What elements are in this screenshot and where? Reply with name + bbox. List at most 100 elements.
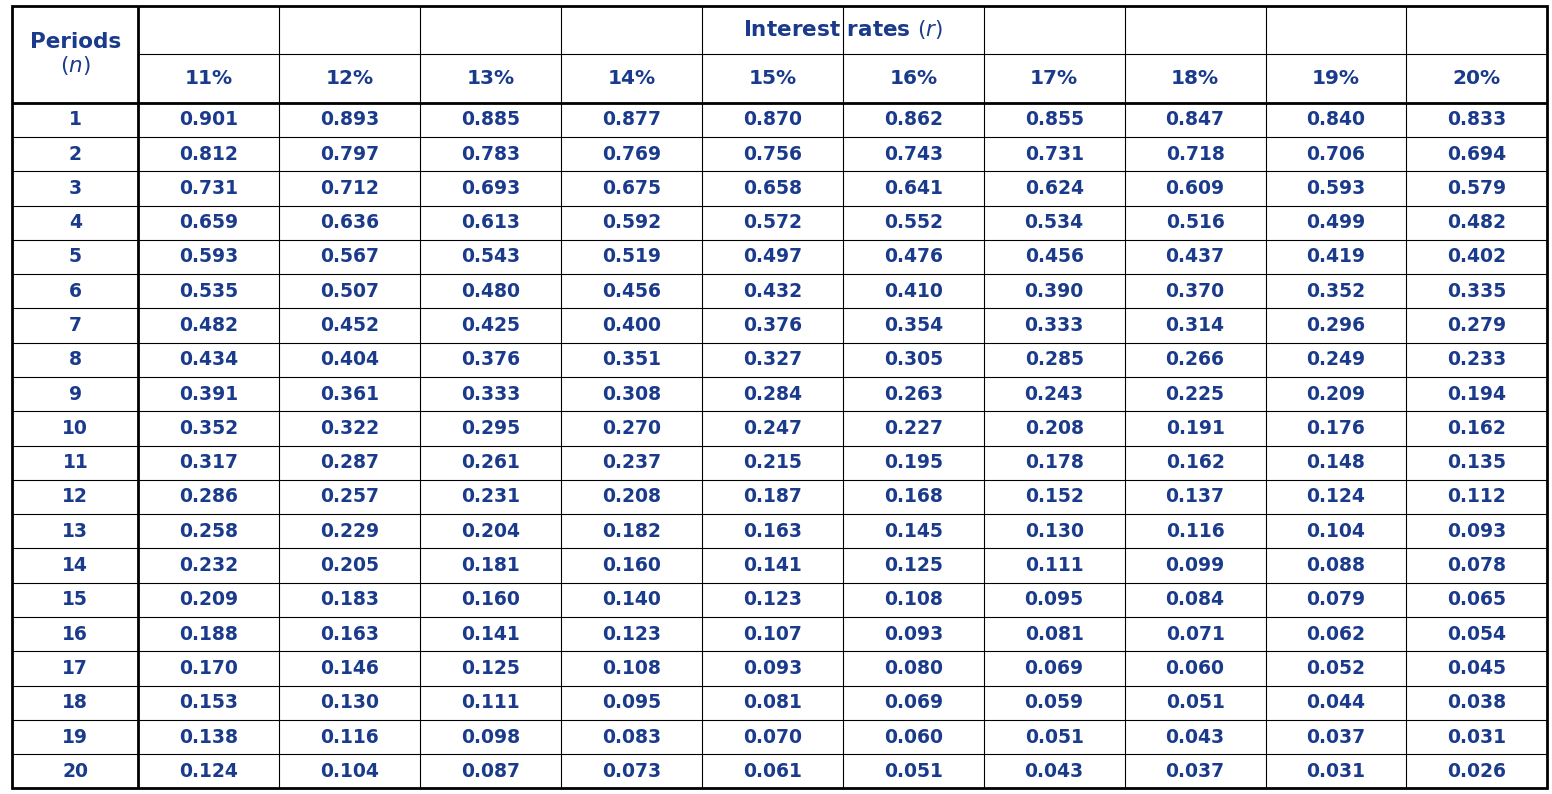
Text: 0.145: 0.145 [883,522,942,541]
Text: 0.081: 0.081 [1024,625,1083,644]
Text: 0.229: 0.229 [320,522,379,541]
Text: 0.059: 0.059 [1024,693,1083,712]
Text: 0.482: 0.482 [1448,213,1507,232]
Text: 13: 13 [62,522,88,541]
Text: 0.099: 0.099 [1166,556,1225,575]
Text: 0.519: 0.519 [602,248,661,267]
Text: 17%: 17% [1031,69,1079,88]
Text: 0.279: 0.279 [1448,316,1507,335]
Text: 0.209: 0.209 [1307,384,1366,403]
Text: 0.084: 0.084 [1166,591,1225,609]
Text: 0.209: 0.209 [178,591,239,609]
Text: 10: 10 [62,419,88,438]
Text: 0.756: 0.756 [743,145,802,164]
Text: 0.081: 0.081 [743,693,802,712]
Text: 0.093: 0.093 [1448,522,1507,541]
Text: 0.071: 0.071 [1166,625,1225,644]
Text: 0.567: 0.567 [320,248,379,267]
Text: 0.266: 0.266 [1166,350,1225,369]
Text: 0.054: 0.054 [1448,625,1507,644]
Text: 0.314: 0.314 [1166,316,1225,335]
Text: 0.552: 0.552 [883,213,942,232]
Text: 0.125: 0.125 [461,659,520,678]
Text: 0.168: 0.168 [883,488,942,507]
Text: 11%: 11% [185,69,233,88]
Text: 0.370: 0.370 [1166,282,1225,301]
Text: 0.296: 0.296 [1307,316,1366,335]
Text: 0.499: 0.499 [1307,213,1366,232]
Text: 0.051: 0.051 [1024,727,1083,746]
Text: 16: 16 [62,625,88,644]
Text: 0.284: 0.284 [743,384,802,403]
Text: 0.160: 0.160 [602,556,661,575]
Text: 0.162: 0.162 [1166,453,1225,472]
Text: 0.333: 0.333 [461,384,520,403]
Text: 0.123: 0.123 [602,625,661,644]
Text: 19%: 19% [1311,69,1360,88]
Text: 0.060: 0.060 [1166,659,1225,678]
Text: 0.137: 0.137 [1166,488,1225,507]
Text: 0.295: 0.295 [461,419,520,438]
Text: 0.116: 0.116 [320,727,379,746]
Text: 0.123: 0.123 [743,591,802,609]
Text: 0.141: 0.141 [461,625,520,644]
Text: 5: 5 [68,248,82,267]
Text: 0.204: 0.204 [461,522,520,541]
Text: 0.376: 0.376 [743,316,802,335]
Text: 0.243: 0.243 [1024,384,1083,403]
Text: 12%: 12% [326,69,374,88]
Text: 0.140: 0.140 [602,591,661,609]
Text: 0.335: 0.335 [1448,282,1507,301]
Text: 8: 8 [68,350,82,369]
Text: 0.694: 0.694 [1448,145,1507,164]
Text: 0.286: 0.286 [178,488,239,507]
Text: 0.037: 0.037 [1166,761,1225,781]
Text: 0.263: 0.263 [883,384,942,403]
Text: 0.862: 0.862 [883,110,942,129]
Text: 0.069: 0.069 [883,693,942,712]
Text: 0.354: 0.354 [883,316,942,335]
Text: 0.783: 0.783 [461,145,520,164]
Text: 20: 20 [62,761,88,781]
Text: 0.658: 0.658 [743,179,802,198]
Text: 0.037: 0.037 [1307,727,1366,746]
Text: 0.693: 0.693 [461,179,520,198]
Text: 0.148: 0.148 [1307,453,1366,472]
Text: 0.305: 0.305 [883,350,942,369]
Text: 0.062: 0.062 [1307,625,1366,644]
Text: 0.579: 0.579 [1448,179,1507,198]
Text: 0.087: 0.087 [461,761,520,781]
Text: 0.104: 0.104 [1307,522,1366,541]
Text: 19: 19 [62,727,88,746]
Text: 0.191: 0.191 [1166,419,1225,438]
Text: 0.743: 0.743 [883,145,942,164]
Text: 0.534: 0.534 [1024,213,1083,232]
Text: 0.659: 0.659 [178,213,239,232]
Text: 0.043: 0.043 [1166,727,1225,746]
Text: 0.855: 0.855 [1024,110,1083,129]
Text: 0.285: 0.285 [1024,350,1083,369]
Text: $(n)$: $(n)$ [61,54,90,77]
Text: 0.098: 0.098 [461,727,520,746]
Text: 11: 11 [62,453,88,472]
Text: 0.163: 0.163 [320,625,379,644]
Text: 0.104: 0.104 [320,761,379,781]
Text: 0.870: 0.870 [743,110,802,129]
Text: 0.641: 0.641 [883,179,942,198]
Text: 0.731: 0.731 [178,179,239,198]
Text: 0.181: 0.181 [461,556,520,575]
Text: 0.080: 0.080 [883,659,942,678]
Text: 0.176: 0.176 [1307,419,1366,438]
Text: 0.317: 0.317 [178,453,239,472]
Text: 0.706: 0.706 [1307,145,1366,164]
Text: 0.410: 0.410 [883,282,942,301]
Text: 0.718: 0.718 [1166,145,1225,164]
Text: 0.425: 0.425 [461,316,520,335]
Text: 0.636: 0.636 [320,213,379,232]
Text: 0.482: 0.482 [178,316,239,335]
Text: 0.333: 0.333 [1024,316,1083,335]
Text: 0.182: 0.182 [602,522,661,541]
Text: 0.073: 0.073 [602,761,661,781]
Text: 0.225: 0.225 [1166,384,1225,403]
Text: 0.731: 0.731 [1024,145,1083,164]
